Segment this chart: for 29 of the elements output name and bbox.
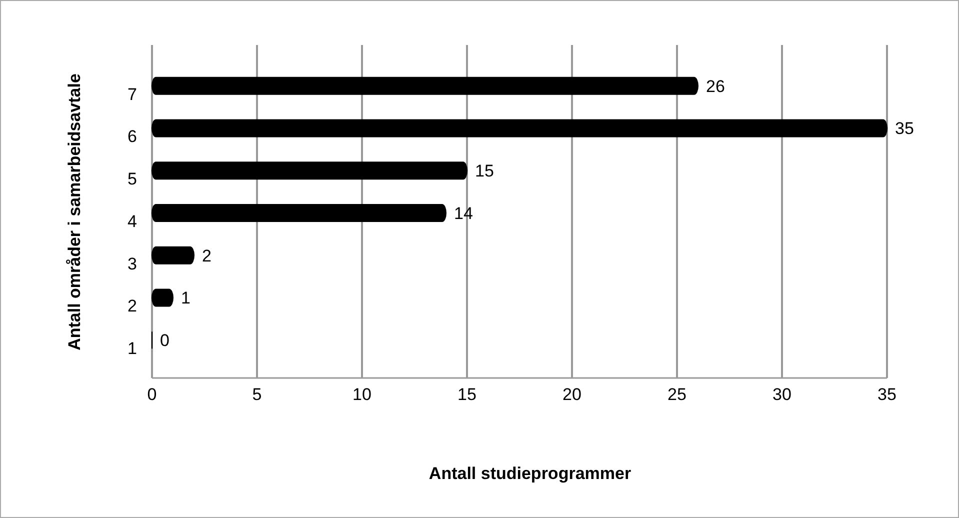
y-tick-label: 6 [128, 127, 137, 146]
x-tick-label: 25 [668, 385, 686, 404]
data-label: 15 [475, 162, 494, 181]
data-label: 14 [454, 204, 473, 223]
data-label: 26 [706, 76, 725, 96]
x-tick-label: 15 [458, 385, 476, 404]
data-label: 0 [160, 331, 170, 350]
data-label: 1 [181, 288, 190, 308]
x-tick-label: 20 [562, 385, 582, 404]
y-tick-label: 4 [128, 212, 137, 231]
bar [152, 162, 468, 180]
y-tick-label: 3 [128, 254, 137, 274]
data-label: 35 [895, 119, 914, 138]
y-tick-label: 2 [128, 296, 137, 316]
x-tick-label: 0 [147, 385, 157, 404]
y-tick-label: 7 [128, 84, 137, 104]
x-axis-title: Antall studieprogrammer [428, 464, 632, 483]
bar [152, 119, 888, 138]
y-tick-label: 5 [128, 170, 137, 189]
x-tick-label: 5 [252, 385, 262, 404]
bar [152, 76, 698, 95]
bar [152, 246, 194, 264]
y-tick-label: 1 [128, 339, 137, 358]
bar [152, 204, 446, 222]
x-tick-label: 30 [772, 385, 792, 404]
y-axis-title: Antall områder i samarbeidsavtale [65, 74, 84, 350]
data-label: 2 [202, 246, 212, 266]
x-tick-label: 35 [878, 385, 896, 404]
x-tick-label: 10 [352, 385, 372, 404]
